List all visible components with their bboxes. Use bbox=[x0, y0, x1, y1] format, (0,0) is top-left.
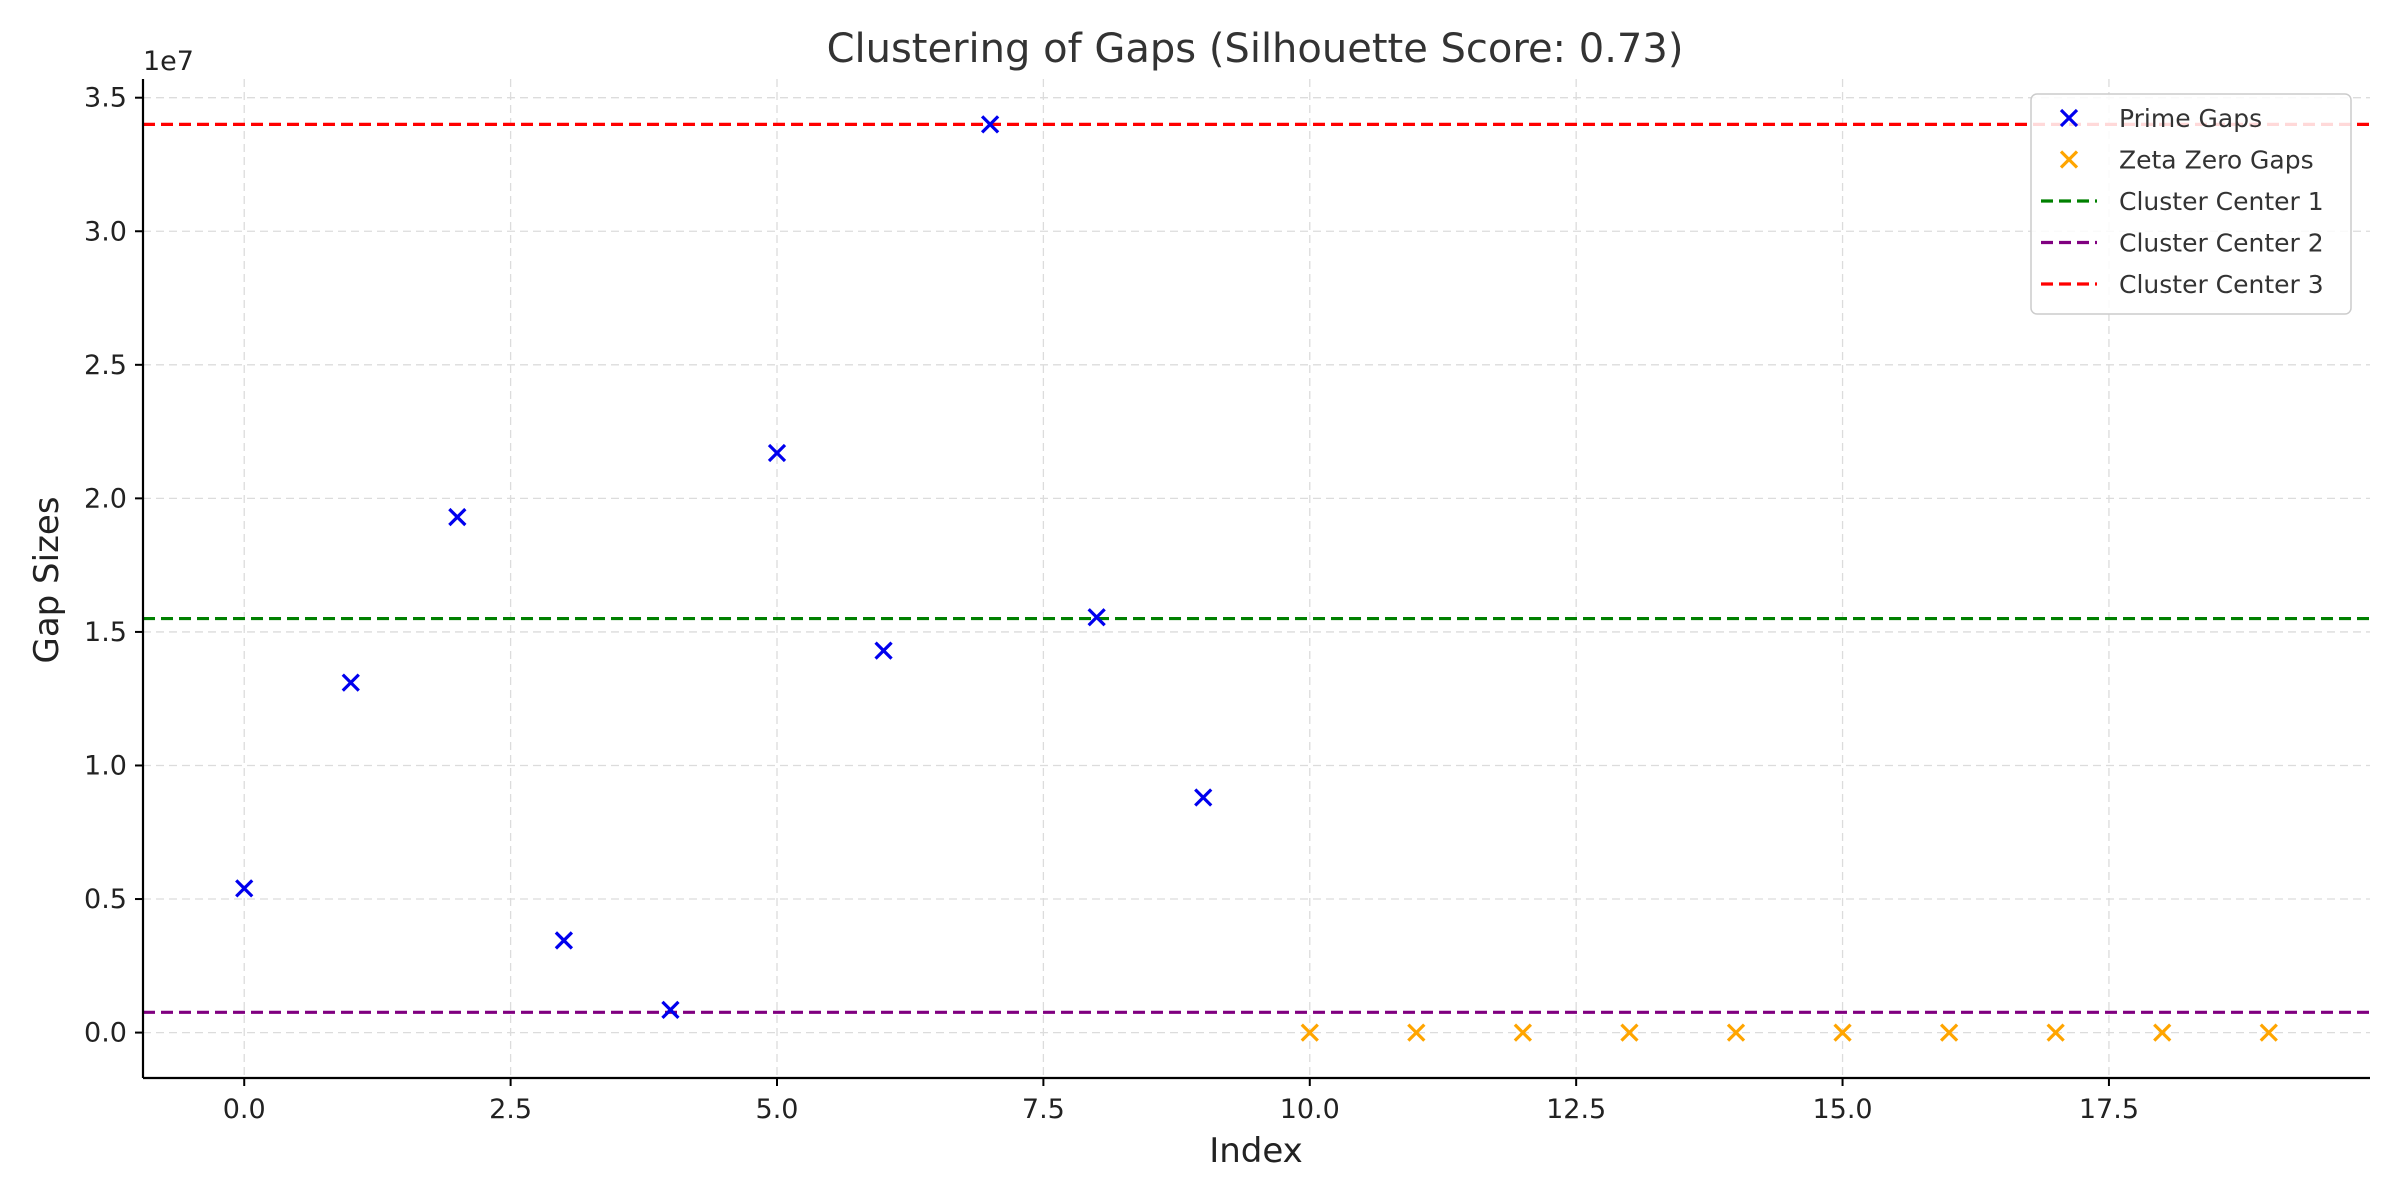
legend-label: Zeta Zero Gaps bbox=[2119, 146, 2314, 175]
legend-marker bbox=[2059, 150, 2079, 169]
zeta-zero-gaps-point bbox=[1620, 1023, 1639, 1042]
x-axis-label: Index bbox=[1209, 1131, 1303, 1171]
legend-label: Prime Gaps bbox=[2119, 104, 2262, 133]
y-tick-label: 3.0 bbox=[84, 216, 127, 247]
prime-gaps-point bbox=[661, 1000, 680, 1020]
prime-gaps-point bbox=[554, 931, 574, 950]
axes: 0.0 2.5 5.0 7.5 10.0 12.5 15.0 17.5 0.0 0.5 1.0 1.5… bbox=[84, 79, 2370, 1125]
legend-items: Prime Gaps Zeta Zero Gaps Cluster Center 1… bbox=[2041, 104, 2324, 299]
zeta-zero-gaps-point bbox=[2046, 1023, 2065, 1042]
zeta-zero-gaps-point bbox=[2153, 1023, 2172, 1042]
legend-item-zeta-zero-gaps: Zeta Zero Gaps bbox=[2059, 146, 2314, 175]
zeta-zero-gaps-point bbox=[1833, 1023, 1852, 1042]
chart-title: Clustering of Gaps (Silhouette Score: 0.… bbox=[827, 26, 1684, 72]
prime-gaps-point bbox=[874, 641, 893, 660]
zeta-zero-gaps-point bbox=[1726, 1023, 1746, 1042]
legend-item-cluster-center-3: Cluster Center 3 bbox=[2041, 270, 2324, 299]
legend-label: Cluster Center 1 bbox=[2119, 187, 2324, 216]
legend-item-cluster-center-1: Cluster Center 1 bbox=[2041, 187, 2324, 216]
prime-gaps-point bbox=[1087, 608, 1106, 627]
prime-gaps-point bbox=[767, 443, 787, 463]
x-tick-label: 15.0 bbox=[1812, 1094, 1872, 1125]
prime-gaps-point bbox=[1194, 788, 1213, 807]
prime-gaps-point bbox=[980, 115, 1000, 134]
y-tick-label: 2.0 bbox=[84, 483, 127, 514]
legend-item-prime-gaps: Prime Gaps bbox=[2059, 104, 2262, 133]
y-axis-label: Gap Sizes bbox=[27, 496, 67, 663]
y-tick-label: 0.5 bbox=[84, 884, 127, 915]
y-tick-label: 1.0 bbox=[84, 750, 127, 781]
zeta-zero-gaps-point bbox=[1939, 1023, 1959, 1042]
zeta-zero-gaps-point bbox=[1513, 1023, 1533, 1042]
x-tick-label: 7.5 bbox=[1022, 1094, 1065, 1125]
y-axis-offset-label: 1e7 bbox=[143, 46, 194, 77]
x-tick-label: 2.5 bbox=[489, 1094, 532, 1125]
cluster-center-lines bbox=[143, 122, 2370, 1014]
x-tick-label: 5.0 bbox=[756, 1094, 799, 1125]
legend-marker bbox=[2059, 108, 2079, 128]
legend-label: Cluster Center 2 bbox=[2119, 229, 2324, 258]
y-tick-label: 1.5 bbox=[84, 617, 127, 648]
x-tick-label: 12.5 bbox=[1546, 1094, 1606, 1125]
legend-label: Cluster Center 3 bbox=[2119, 270, 2324, 299]
legend-item-cluster-center-2: Cluster Center 2 bbox=[2041, 229, 2324, 258]
legend: Prime Gaps Zeta Zero Gaps Cluster Center 1… bbox=[2030, 93, 2352, 315]
y-tick-label: 2.5 bbox=[84, 350, 127, 381]
x-tick-label: 0.0 bbox=[223, 1094, 266, 1125]
prime-gaps-point bbox=[341, 673, 360, 692]
zeta-zero-gaps-point bbox=[1407, 1023, 1426, 1042]
scatter-markers bbox=[235, 115, 2278, 1042]
prime-gaps-point bbox=[235, 879, 254, 898]
zeta-zero-gaps-point bbox=[1300, 1023, 1319, 1042]
prime-gaps-point bbox=[448, 507, 467, 527]
y-tick-label: 0.0 bbox=[84, 1018, 127, 1049]
grid-layer bbox=[143, 79, 2370, 1078]
legend-frame bbox=[2030, 93, 2352, 315]
y-tick-label: 3.5 bbox=[84, 83, 127, 114]
x-tick-label: 17.5 bbox=[2079, 1094, 2139, 1125]
x-tick-label: 10.0 bbox=[1280, 1094, 1340, 1125]
zeta-zero-gaps-point bbox=[2259, 1023, 2278, 1042]
